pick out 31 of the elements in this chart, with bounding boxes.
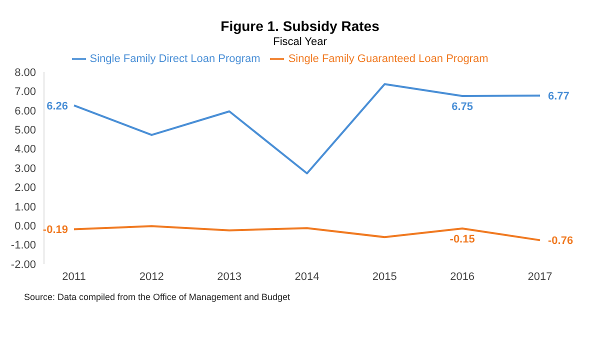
x-tick-label: 2013 xyxy=(217,270,242,283)
chart-title: Figure 1. Subsidy Rates xyxy=(220,18,380,34)
data-label: 6.77 xyxy=(548,90,570,103)
y-tick-label: 1.00 xyxy=(14,201,36,214)
source-note: Source: Data compiled from the Office of Management and Budget xyxy=(24,292,290,302)
data-label: -0.15 xyxy=(450,233,475,246)
data-label: -0.19 xyxy=(42,224,68,236)
legend-label: Single Family Direct Loan Program xyxy=(90,52,260,65)
y-tick-label: -2.00 xyxy=(10,258,36,271)
y-tick-label: 3.00 xyxy=(14,162,36,175)
y-tick-label: 2.00 xyxy=(14,182,36,194)
y-tick-label: 4.00 xyxy=(14,144,36,156)
y-tick-label: 0.00 xyxy=(14,220,36,233)
y-tick-label: 6.00 xyxy=(14,105,36,118)
x-tick-label: 2011 xyxy=(62,270,86,283)
data-label: 6.26 xyxy=(46,100,68,112)
x-tick-label: 2015 xyxy=(372,270,397,283)
y-tick-label: 8.00 xyxy=(14,66,36,79)
data-label: 6.75 xyxy=(452,101,474,113)
line-series xyxy=(73,83,541,174)
x-tick-label: 2017 xyxy=(528,270,552,283)
chart-subtitle: Fiscal Year xyxy=(272,36,328,48)
x-tick-label: 2012 xyxy=(139,270,164,283)
y-tick-label: 5.00 xyxy=(14,124,36,137)
data-label: -0.76 xyxy=(548,235,574,248)
y-tick-label: -1.00 xyxy=(10,240,36,252)
line-series xyxy=(73,225,541,242)
x-tick-label: 2014 xyxy=(294,270,320,283)
y-tick-label: 7.00 xyxy=(14,86,36,98)
legend-label: Single Family Guaranteed Loan Program xyxy=(288,52,488,65)
x-tick-label: 2016 xyxy=(450,270,475,283)
